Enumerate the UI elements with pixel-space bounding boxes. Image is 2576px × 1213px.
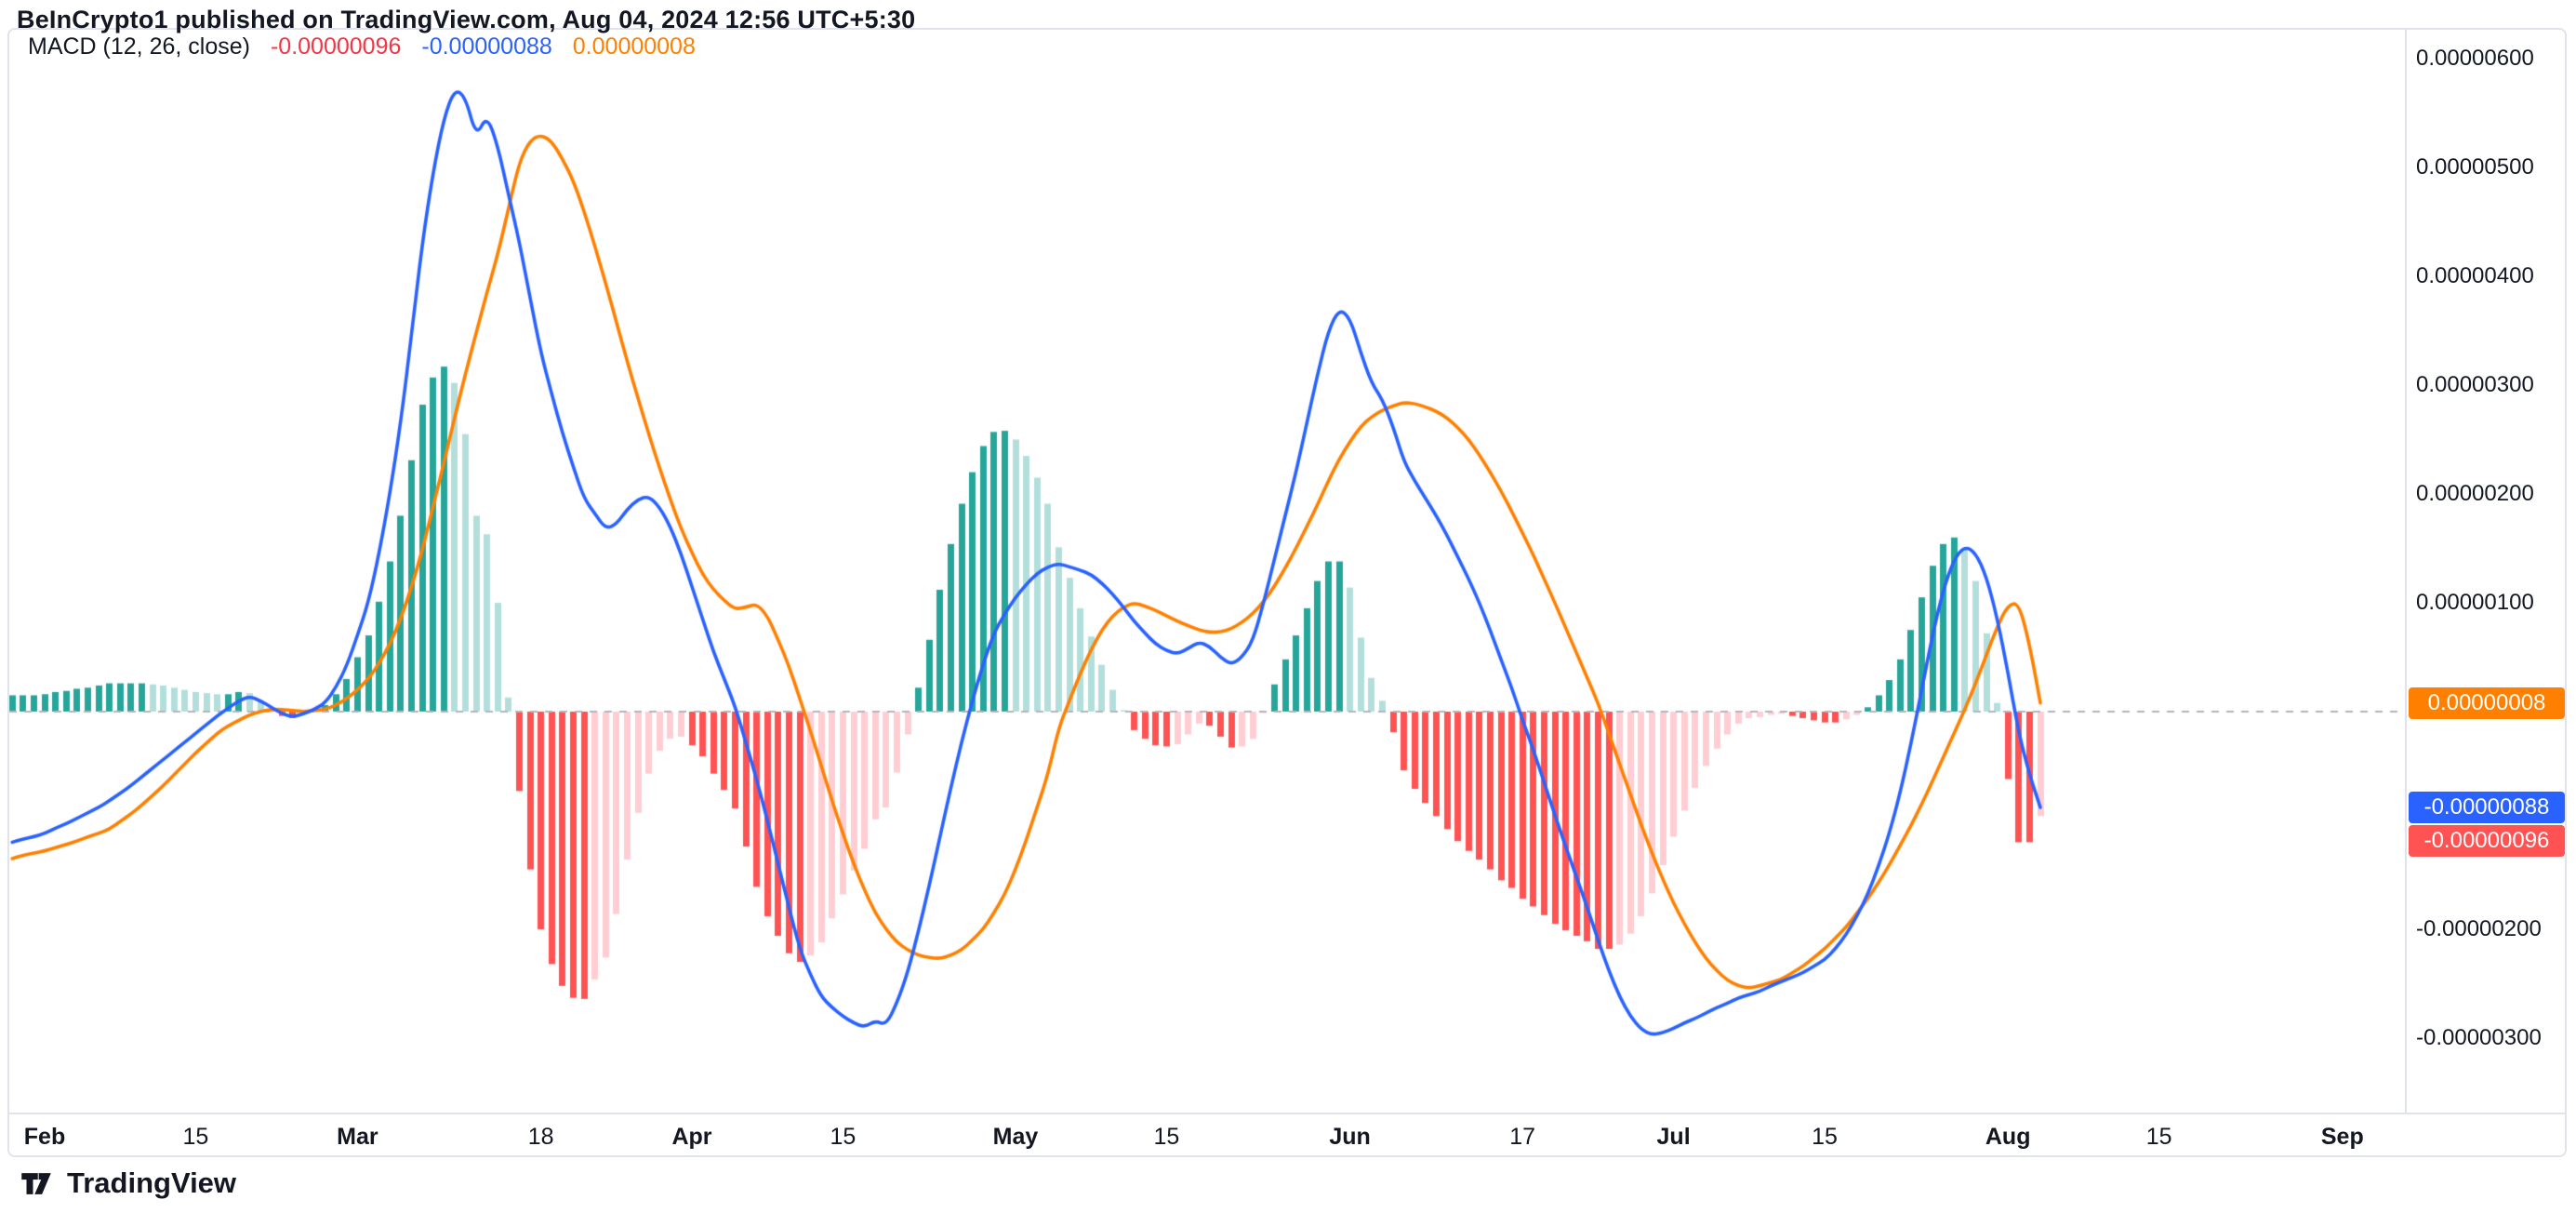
price-tick-label: -0.00000300 xyxy=(2416,1025,2542,1050)
macd-price-badge: -0.00000088 xyxy=(2409,791,2565,823)
attribution-text: BeInCrypto1 published on TradingView.com… xyxy=(17,6,916,33)
tradingview-logo[interactable]: TradingView xyxy=(17,1166,236,1200)
price-tick-label: 0.00000400 xyxy=(2416,263,2534,288)
price-tick-label: 0.00000500 xyxy=(2416,154,2534,180)
time-tick-label: Mar xyxy=(337,1124,378,1150)
price-tick-label: 0.00000600 xyxy=(2416,46,2534,71)
time-tick-label: Jun xyxy=(1329,1124,1371,1150)
time-tick-label: May xyxy=(992,1124,1039,1150)
time-tick-label: 15 xyxy=(1812,1124,1838,1150)
time-tick-label: 18 xyxy=(527,1124,554,1150)
time-tick-label: Feb xyxy=(23,1124,66,1150)
tradingview-wordmark: TradingView xyxy=(67,1166,237,1199)
legend-macd-value: -0.00000088 xyxy=(421,33,552,60)
legend-title: MACD (12, 26, close) xyxy=(28,33,250,60)
time-axis-separator xyxy=(7,1113,2567,1114)
time-tick-label: Aug xyxy=(1985,1124,2031,1150)
legend-histogram-value: -0.00000096 xyxy=(270,33,402,60)
time-tick-label: Apr xyxy=(671,1124,712,1150)
price-axis-separator xyxy=(2405,28,2407,1113)
price-tick-label: 0.00000200 xyxy=(2416,481,2534,506)
signal-price-badge: 0.00000008 xyxy=(2409,686,2565,719)
legend-signal-value: 0.00000008 xyxy=(572,33,696,60)
time-tick-label: 15 xyxy=(1153,1124,1180,1150)
time-tick-label: Sep xyxy=(2320,1124,2364,1150)
tradingview-logo-icon xyxy=(21,1172,51,1194)
price-tick-label: 0.00000100 xyxy=(2416,590,2534,615)
hist-price-badge: -0.00000096 xyxy=(2409,824,2565,857)
time-tick-label: 15 xyxy=(182,1124,209,1150)
time-tick-label: Jul xyxy=(1656,1124,1691,1150)
price-tick-label: 0.00000300 xyxy=(2416,372,2534,397)
price-tick-label: -0.00000200 xyxy=(2416,916,2542,941)
indicator-legend: MACD (12, 26, close) -0.00000096 -0.0000… xyxy=(28,33,696,60)
time-tick-label: 15 xyxy=(830,1124,856,1150)
time-tick-label: 17 xyxy=(1509,1124,1536,1150)
time-tick-label: 15 xyxy=(2145,1124,2172,1150)
